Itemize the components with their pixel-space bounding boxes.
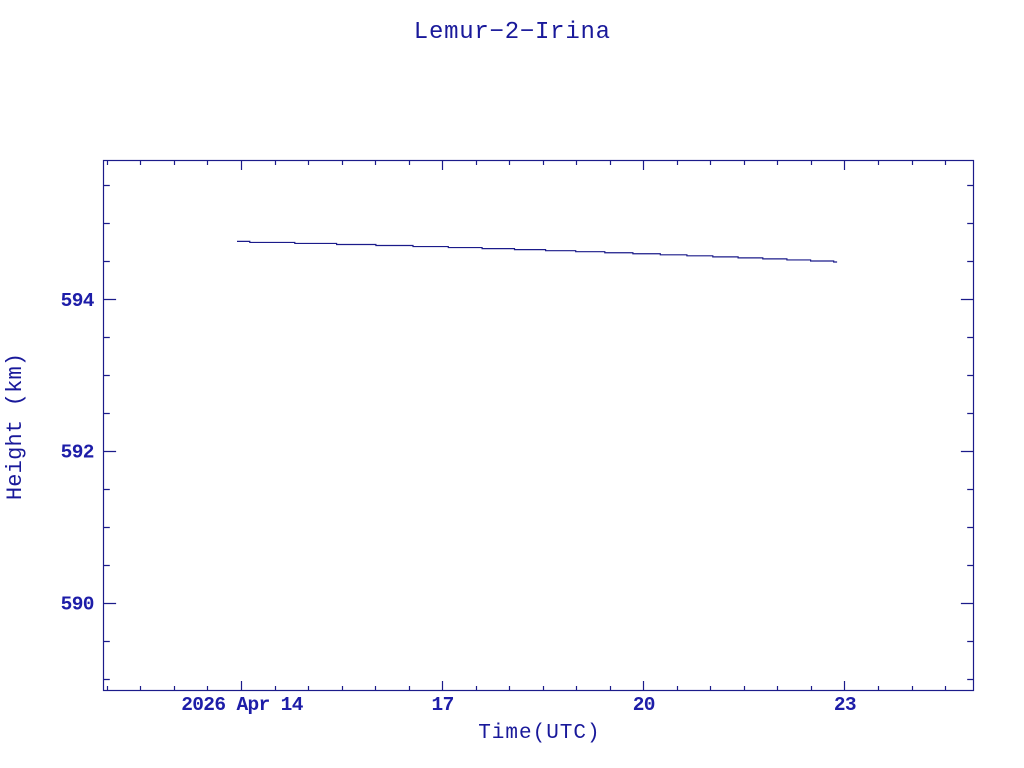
svg-text:17: 17 (432, 694, 454, 716)
svg-text:592: 592 (61, 442, 94, 464)
svg-text:590: 590 (61, 594, 94, 616)
svg-text:Time(UTC): Time(UTC) (478, 722, 600, 745)
svg-text:20: 20 (633, 694, 655, 716)
svg-text:Height (km): Height (km) (3, 353, 28, 500)
svg-text:2026 Apr 14: 2026 Apr 14 (181, 694, 304, 716)
svg-text:Lemur−2−Irina: Lemur−2−Irina (414, 19, 611, 46)
svg-text:594: 594 (61, 290, 95, 312)
svg-text:23: 23 (834, 694, 856, 716)
